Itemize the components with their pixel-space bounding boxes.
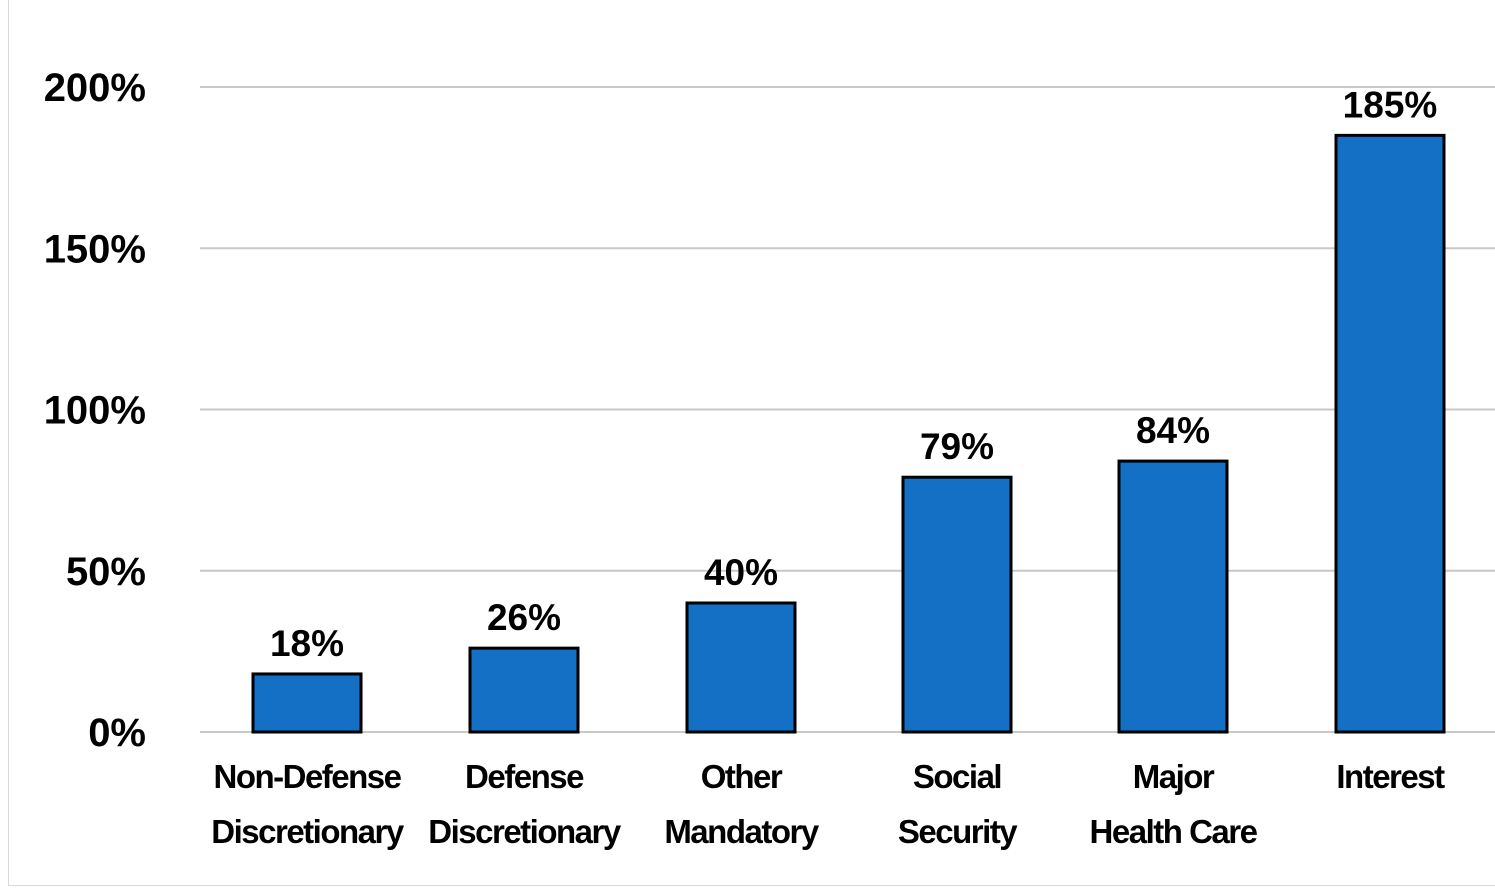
- data-label: 40%: [704, 552, 778, 593]
- bar: [251, 672, 363, 734]
- x-tick-label: Mandatory: [664, 813, 820, 850]
- y-tick-label: 50%: [66, 550, 146, 594]
- x-tick-label: Discretionary: [211, 813, 405, 850]
- x-tick-label: Discretionary: [428, 813, 622, 850]
- bar: [1117, 459, 1229, 734]
- data-label: 185%: [1343, 84, 1438, 125]
- data-labels: 18% 26% 40% 79% 84% 185%: [270, 84, 1437, 664]
- x-tick-label: Interest: [1336, 758, 1445, 795]
- data-label: 18%: [270, 623, 344, 664]
- bar: [901, 475, 1013, 734]
- y-tick-label: 0%: [88, 711, 146, 755]
- y-axis-tick-labels: 0% 50% 100% 150% 200%: [44, 66, 146, 755]
- gridlines: [200, 86, 1495, 733]
- data-label: 26%: [487, 597, 561, 638]
- x-axis-tick-labels: Non-Defense Discretionary Defense Discretio…: [211, 758, 1446, 850]
- x-tick-label: Other: [701, 758, 783, 795]
- x-tick-label: Health Care: [1090, 813, 1258, 850]
- x-tick-label: Non-Defense: [213, 758, 401, 795]
- x-tick-label: Security: [898, 813, 1018, 850]
- x-tick-label: Social: [913, 758, 1001, 795]
- data-label: 79%: [920, 426, 994, 467]
- chart-frame: [8, 0, 1495, 886]
- bar: [685, 601, 797, 734]
- bar: [1334, 133, 1446, 734]
- y-tick-label: 150%: [44, 227, 146, 271]
- y-tick-label: 100%: [44, 389, 146, 433]
- bar: [468, 646, 580, 734]
- x-tick-label: Defense: [465, 758, 584, 795]
- data-label: 84%: [1136, 410, 1210, 451]
- bars: [251, 133, 1446, 734]
- y-tick-label: 200%: [44, 66, 146, 110]
- x-tick-label: Major: [1133, 758, 1215, 795]
